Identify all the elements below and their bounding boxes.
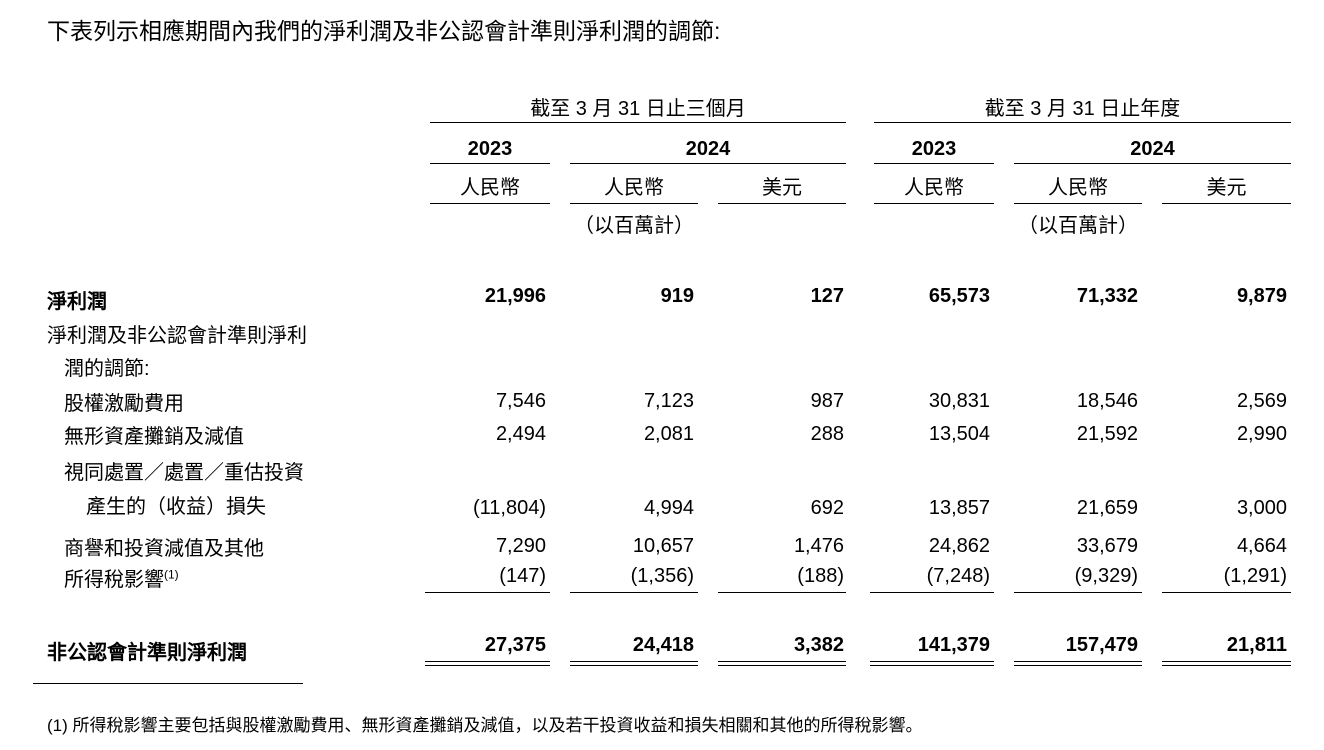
row-label-goodwill: 商譽和投資減值及其他	[64, 538, 264, 560]
total-double-rule	[425, 661, 550, 666]
currency-rmb: 人民幣	[460, 177, 520, 199]
currency-rule	[874, 203, 994, 204]
year-2023-y: 2023	[911, 138, 957, 160]
cell: 13,857	[928, 497, 990, 519]
cell: 18,546	[1076, 390, 1138, 412]
total-double-rule	[570, 661, 698, 666]
cell: 3,000	[1236, 497, 1287, 519]
cell: 27,375	[484, 634, 546, 656]
total-double-rule	[870, 661, 994, 666]
row-label-reconciliation-cont: 潤的調節:	[64, 358, 150, 380]
row-label-reconciliation: 淨利潤及非公認會計準則淨利	[47, 325, 307, 347]
cell: 692	[810, 497, 844, 519]
currency-rule	[1162, 203, 1291, 204]
cell: 4,994	[643, 497, 694, 519]
currency-usd: 美元	[762, 177, 802, 199]
cell: 141,379	[917, 634, 990, 656]
cell: 33,679	[1076, 535, 1138, 557]
row-label-amortization: 無形資產攤銷及減值	[64, 426, 244, 448]
row-label-disposal-cont: 產生的（收益）損失	[86, 496, 266, 518]
cell: 3,382	[793, 634, 844, 656]
row-label-non-gaap-net-profit: 非公認會計準則淨利潤	[47, 642, 247, 664]
year-rule	[570, 163, 846, 164]
header-rule	[874, 122, 1291, 123]
footnote-marker: (1)	[164, 567, 179, 582]
currency-rmb: 人民幣	[604, 177, 664, 199]
cell: 987	[810, 390, 844, 412]
currency-rule	[570, 203, 698, 204]
cell: (1,356)	[630, 565, 694, 587]
subtotal-rule	[1014, 592, 1142, 593]
cell: (1,291)	[1223, 565, 1287, 587]
subtotal-rule	[1162, 592, 1291, 593]
year-2023-q: 2023	[467, 138, 513, 160]
footnote-separator	[33, 683, 303, 684]
intro-text: 下表列示相應期間內我們的淨利潤及非公認會計準則淨利潤的調節:	[47, 18, 721, 44]
cell: 2,081	[643, 423, 694, 445]
cell: 30,831	[928, 390, 990, 412]
subtotal-rule	[425, 592, 550, 593]
cell: 1,476	[793, 535, 844, 557]
cell: 24,862	[928, 535, 990, 557]
unit-label: （以百萬計）	[1018, 215, 1138, 237]
currency-usd: 美元	[1206, 177, 1247, 199]
cell: (147)	[499, 565, 546, 587]
year-2024-q: 2024	[685, 138, 731, 160]
cell: 919	[660, 285, 694, 307]
cell: 2,569	[1236, 390, 1287, 412]
cell: 7,546	[495, 390, 546, 412]
currency-rmb: 人民幣	[1048, 177, 1108, 199]
cell: 288	[810, 423, 844, 445]
currency-rmb: 人民幣	[904, 177, 964, 199]
cell: 21,659	[1076, 497, 1138, 519]
year-rule	[430, 163, 550, 164]
cell: 13,504	[928, 423, 990, 445]
currency-rule	[1014, 203, 1142, 204]
cell: (188)	[797, 565, 844, 587]
row-label-tax-effects: 所得稅影響(1)	[64, 567, 179, 591]
header-three-months: 截至 3 月 31 日止三個月	[530, 98, 746, 120]
cell: 24,418	[632, 634, 694, 656]
cell: 127	[810, 285, 844, 307]
subtotal-rule	[870, 592, 994, 593]
total-double-rule	[718, 661, 846, 666]
row-label-net-profit: 淨利潤	[47, 291, 107, 313]
subtotal-rule	[718, 592, 846, 593]
cell: (9,329)	[1074, 565, 1138, 587]
cell: 65,573	[928, 285, 990, 307]
total-double-rule	[1014, 661, 1142, 666]
cell: 4,664	[1236, 535, 1287, 557]
cell: 7,290	[495, 535, 546, 557]
year-rule	[1014, 163, 1291, 164]
cell: 21,996	[484, 285, 546, 307]
cell: 21,592	[1076, 423, 1138, 445]
row-label-disposal: 視同處置／處置／重估投資	[64, 462, 304, 484]
header-year: 截至 3 月 31 日止年度	[984, 98, 1181, 120]
cell: 9,879	[1236, 285, 1287, 307]
currency-rule	[718, 203, 846, 204]
cell: 7,123	[643, 390, 694, 412]
cell: 71,332	[1076, 285, 1138, 307]
unit-label: （以百萬計）	[574, 215, 694, 237]
cell: 157,479	[1065, 634, 1138, 656]
currency-rule	[430, 203, 550, 204]
total-double-rule	[1162, 661, 1291, 666]
footnote-text: (1) 所得稅影響主要包括與股權激勵費用、無形資產攤銷及減值，以及若干投資收益和…	[47, 716, 923, 735]
cell: 2,990	[1236, 423, 1287, 445]
header-rule	[430, 122, 846, 123]
subtotal-rule	[570, 592, 698, 593]
cell: (7,248)	[926, 565, 990, 587]
cell: 2,494	[495, 423, 546, 445]
row-label-share-based-comp: 股權激勵費用	[64, 393, 184, 415]
cell: (11,804)	[472, 497, 546, 519]
cell: 21,811	[1226, 634, 1287, 656]
year-2024-y: 2024	[1130, 138, 1175, 160]
cell: 10,657	[632, 535, 694, 557]
year-rule	[874, 163, 994, 164]
